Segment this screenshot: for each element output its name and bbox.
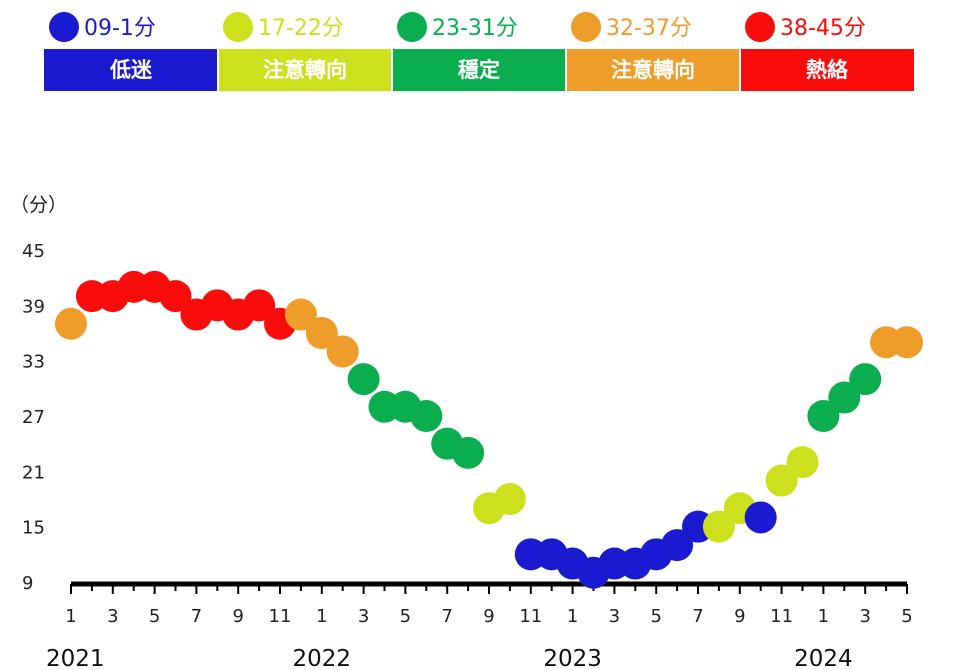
x-tick-label: 7: [692, 606, 703, 627]
data-point: [347, 363, 380, 396]
x-tick-label: 5: [400, 606, 411, 627]
y-tick-label: 45: [22, 241, 45, 262]
data-point: [452, 436, 485, 469]
x-tick-label: 9: [483, 606, 494, 627]
status-band-label: 熱絡: [806, 58, 849, 82]
x-tick-label: 5: [650, 606, 661, 627]
x-tick-label: 3: [609, 606, 620, 627]
status-band-label: 注意轉向: [611, 58, 695, 82]
legend-label: 32-37分: [606, 16, 692, 41]
x-tick-label: 11: [770, 606, 793, 627]
legend-marker: [745, 12, 775, 42]
data-point: [765, 464, 798, 497]
y-axis-unit-label: （分）: [10, 194, 67, 216]
year-label: 2023: [543, 646, 602, 670]
legend-label: 38-45分: [780, 16, 866, 41]
status-band-bar: 低迷 注意轉向 穩定 注意轉向 熱絡: [44, 49, 914, 91]
status-band: [44, 49, 218, 91]
y-tick-label: 15: [22, 518, 45, 539]
x-tick-label: 3: [358, 606, 369, 627]
x-tick-label: 9: [232, 606, 243, 627]
y-tick-label: 21: [22, 462, 45, 483]
year-label: 2021: [46, 646, 105, 670]
data-point: [410, 400, 443, 432]
x-tick-label: 3: [859, 606, 870, 627]
data-point: [661, 529, 694, 562]
x-tick-label: 11: [519, 606, 542, 627]
x-tick-label: 7: [191, 606, 202, 627]
legend-marker: [223, 12, 253, 42]
status-band: [740, 49, 914, 91]
x-tick-label: 1: [316, 606, 327, 627]
x-tick-label: 1: [567, 606, 578, 627]
x-tick-label: 7: [441, 606, 452, 627]
x-tick-label: 5: [149, 606, 160, 627]
data-point: [284, 298, 317, 331]
x-tick-label: 1: [65, 606, 76, 627]
status-band: [392, 49, 566, 91]
chart-legend: 09-1分 17-22分 23-31分 32-37分 38-45分: [49, 12, 866, 42]
data-point: [243, 289, 276, 322]
status-band: [218, 49, 392, 91]
legend-marker: [49, 12, 79, 42]
data-point: [828, 381, 861, 414]
legend-marker: [571, 12, 601, 42]
data-point: [807, 400, 840, 432]
y-tick-label: 39: [22, 296, 45, 317]
x-tick-label: 5: [901, 606, 912, 627]
status-band-label: 注意轉向: [263, 58, 347, 82]
year-label: 2024: [794, 646, 853, 670]
year-labels: 2021 2022 2023 2024: [46, 646, 853, 670]
data-point: [849, 363, 882, 396]
data-point: [493, 483, 526, 515]
data-points: [55, 270, 923, 589]
status-band-label: 低迷: [109, 58, 153, 82]
legend-marker: [397, 12, 427, 42]
status-band: [566, 49, 740, 91]
year-label: 2022: [293, 646, 352, 670]
data-point: [891, 326, 923, 359]
x-tick-label: 9: [734, 606, 745, 627]
x-tick-label: 11: [269, 606, 292, 627]
x-axis: 1 3 5 7 9 11 1 3 5 7 9 11 1 3 5 7 9 11 1 3 5: [65, 581, 913, 627]
y-tick-label: 27: [22, 407, 45, 428]
legend-label: 17-22分: [258, 16, 344, 41]
x-tick-label: 1: [818, 606, 829, 627]
data-point: [702, 510, 735, 543]
y-tick-label: 9: [22, 573, 33, 594]
data-point: [159, 280, 192, 313]
data-point: [786, 446, 819, 479]
x-tick-label: 3: [107, 606, 118, 627]
data-point: [55, 307, 87, 340]
y-tick-label: 33: [22, 352, 45, 373]
data-point: [305, 317, 338, 349]
data-point: [744, 501, 777, 534]
y-axis-ticks: 9 15 21 27 33 39 45: [22, 241, 45, 594]
status-band-label: 穩定: [458, 58, 500, 82]
legend-label: 23-31分: [432, 16, 518, 41]
data-point: [326, 335, 359, 368]
legend-label: 09-1分: [84, 16, 156, 41]
